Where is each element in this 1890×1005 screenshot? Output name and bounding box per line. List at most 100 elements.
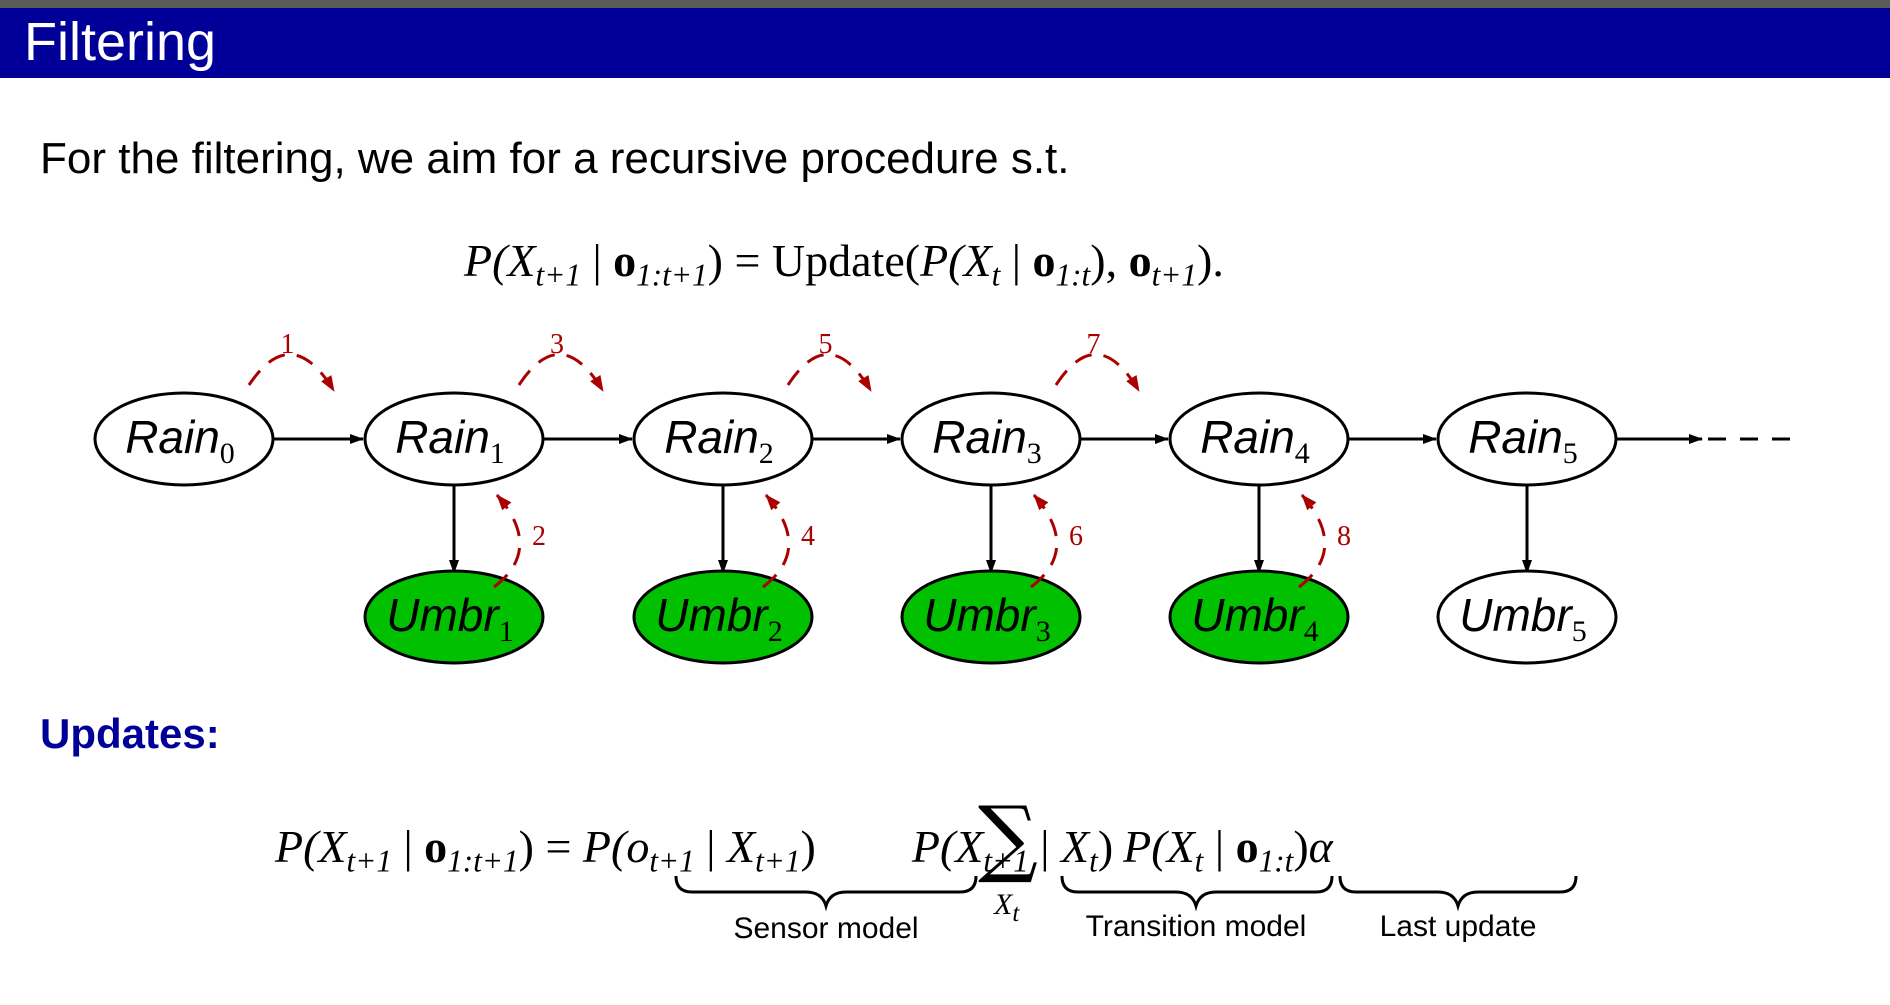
- update-arrow-8: [1298, 494, 1327, 589]
- rain-node-label-5-sub: 5: [1563, 437, 1578, 470]
- last-term: P(Xt | o1:t): [1123, 821, 1309, 878]
- eq1-P: P(: [464, 235, 508, 286]
- alpha: α: [1308, 821, 1333, 872]
- eq1-bar: |: [580, 235, 614, 286]
- intro-text: For the filtering, we aim for a recursiv…: [40, 134, 1070, 183]
- sensor-model-label: Sensor model: [733, 912, 919, 945]
- eq1-o3-sub: t+1: [1151, 257, 1197, 293]
- umbr-node-label-3: Umbr3: [923, 589, 1050, 648]
- rain-node-5: [1436, 391, 1618, 487]
- last-brace: [1338, 875, 1578, 912]
- last-o: o: [1235, 821, 1259, 872]
- title-bar: Filtering: [0, 8, 1890, 78]
- eq1-eq: =: [722, 235, 772, 286]
- rain-node-label-3-text: Rain: [932, 411, 1027, 463]
- rain-node-1: [363, 391, 545, 487]
- step-label-1: 1: [281, 329, 295, 360]
- transition-X-sub: t+1: [983, 843, 1029, 879]
- umbr-node-label-4: Umbr4: [1191, 589, 1318, 648]
- rain-node-3: [900, 391, 1082, 487]
- step-label-7: 7: [1087, 329, 1101, 360]
- eq1-X2-sub: t: [991, 257, 1001, 293]
- eq1-bar2: |: [1000, 235, 1033, 286]
- eq2-bar: |: [391, 821, 425, 872]
- eq1-o3: o: [1128, 235, 1152, 286]
- sensor-bar: |: [694, 821, 727, 872]
- rain-node-0: [93, 391, 275, 487]
- transition-close: ): [1097, 821, 1114, 872]
- step-label-8: 8: [1337, 521, 1351, 552]
- umbr-node-label-4-sub: 4: [1304, 615, 1319, 648]
- eq1-close2: ),: [1090, 235, 1129, 286]
- sensor-o: o: [626, 821, 650, 872]
- predict-arrow-3: [517, 353, 605, 392]
- rain-node-label-5-text: Rain: [1468, 411, 1563, 463]
- umbr-node-label-1-text: Umbr: [386, 589, 500, 641]
- rain-node-label-5: Rain5: [1468, 411, 1578, 470]
- umbr-node-label-5-sub: 5: [1572, 615, 1587, 648]
- sum-sub-X: X: [994, 888, 1013, 921]
- umbr-node-label-4-text: Umbr: [1191, 589, 1305, 641]
- update-arrow-2: [493, 494, 522, 589]
- eq1-close: ): [707, 235, 723, 286]
- eq1-o2-sub: 1:t: [1055, 257, 1091, 293]
- umbr-node-label-5-text: Umbr: [1459, 589, 1573, 641]
- sensor-o-sub: t+1: [649, 843, 695, 879]
- sum-sub-t: t: [1012, 900, 1020, 927]
- eq2-close: ): [518, 821, 534, 872]
- transition-X2-sub: t: [1089, 843, 1098, 879]
- rain-node-label-2-text: Rain: [664, 411, 759, 463]
- umbr-node-label-1: Umbr1: [386, 589, 513, 648]
- rain-node-label-4-text: Rain: [1200, 411, 1295, 463]
- last-close: ): [1293, 821, 1309, 872]
- transition-model-label: Transition model: [1085, 910, 1307, 943]
- eq1-X: X: [507, 235, 536, 286]
- sensor-X-sub: t+1: [755, 843, 801, 879]
- rain-node-4: [1168, 391, 1350, 487]
- umbr-node-5: [1436, 569, 1618, 665]
- last-X-sub: t: [1194, 843, 1204, 879]
- sensor-X: X: [726, 821, 756, 872]
- updates-heading: Updates:: [40, 710, 220, 757]
- step-label-5: 5: [819, 329, 833, 360]
- step-label-3: 3: [550, 329, 564, 360]
- umbr-node-4: [1168, 569, 1350, 665]
- umbr-node-1: [363, 569, 545, 665]
- predict-arrow-7: [1054, 353, 1141, 392]
- last-update-label: Last update: [1379, 910, 1537, 943]
- transition-bar: |: [1028, 821, 1062, 872]
- last-X: X: [1166, 821, 1195, 872]
- umbr-node-label-5: Umbr5: [1459, 589, 1586, 648]
- eq1-update: Update(: [771, 235, 921, 286]
- rain-node-label-3-sub: 3: [1027, 437, 1042, 470]
- umbr-node-label-3-sub: 3: [1036, 615, 1051, 648]
- sensor-close: ): [800, 821, 816, 872]
- umbr-node-label-1-sub: 1: [499, 615, 514, 648]
- rain-node-label-0-sub: 0: [220, 437, 235, 470]
- umbr-node-label-2-sub: 2: [768, 615, 783, 648]
- last-bar: |: [1203, 821, 1236, 872]
- sensor-term: P(ot+1 | Xt+1): [583, 821, 816, 878]
- rain-node-2: [632, 391, 814, 487]
- eq1-o: o: [613, 235, 637, 286]
- transition-X2: X: [1061, 821, 1090, 872]
- eq1-X2: X: [963, 235, 992, 286]
- rain-node-label-4: Rain4: [1200, 411, 1310, 470]
- rain-node-label-3: Rain3: [932, 411, 1042, 470]
- rain-node-label-0-text: Rain: [125, 411, 220, 463]
- sum-symbol: ∑: [978, 788, 1038, 886]
- top-strip: [0, 0, 1890, 8]
- transition-brace: [1060, 875, 1334, 912]
- predict-arrow-5: [786, 353, 873, 392]
- eq2-eq: =: [533, 821, 583, 872]
- transition-X: X: [955, 821, 984, 872]
- umbr-node-2: [632, 569, 814, 665]
- sum-subscript: Xt: [994, 888, 1019, 928]
- transition-term: P(Xt+1 | Xt): [912, 821, 1114, 878]
- umbr-node-label-2: Umbr2: [655, 589, 782, 648]
- update-arrow-4: [762, 494, 791, 589]
- last-o-sub: 1:t: [1258, 843, 1294, 879]
- filtering-equation: P(Xt+1 | o1:t+1) = P(ot+1 | Xt+1) P(Xt+1 …: [275, 820, 1333, 879]
